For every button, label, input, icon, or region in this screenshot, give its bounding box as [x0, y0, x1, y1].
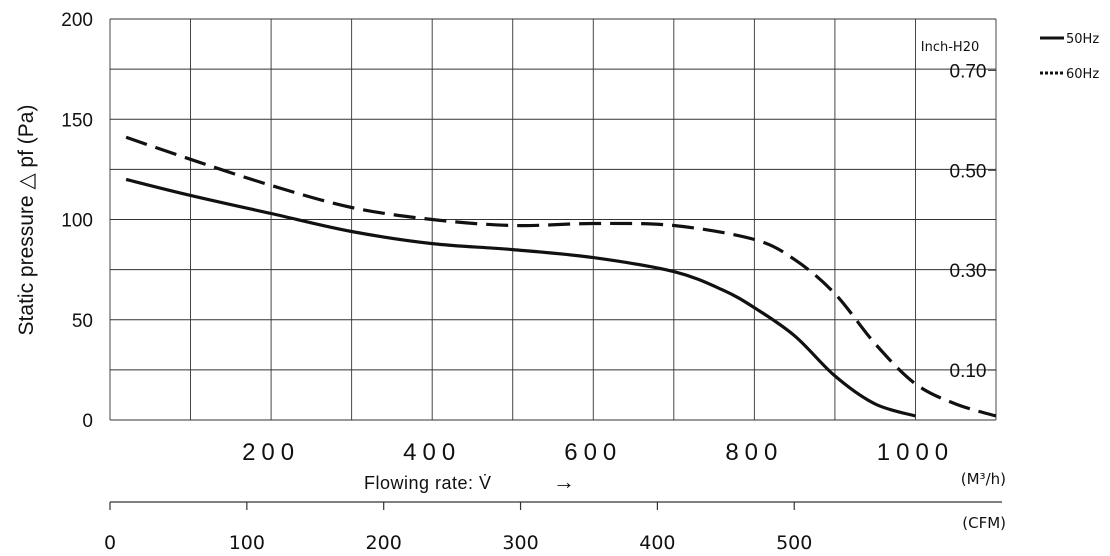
x-axis-label-group: Flowing rate: V̇ → [364, 469, 575, 494]
secondary-y-tick-label: 0.30 [950, 261, 987, 282]
legend: 50Hz 60Hz [1040, 32, 1099, 82]
curves [125, 135, 997, 418]
secondary-y-ticks: 0.10 0.30 0.50 0.70 [950, 61, 996, 382]
y-tick-label: 200 [61, 10, 93, 31]
x-tick-label: 600 [564, 439, 622, 466]
y-axis-ticks: 0 50 100 150 200 [61, 10, 93, 432]
secondary-y-tick-label: 0.70 [950, 61, 987, 82]
x-axis-unit: (M³/h) [961, 470, 1006, 488]
series-line-60hz [125, 135, 997, 418]
secondary-y-tick-label: 0.50 [950, 161, 987, 182]
y-tick-label: 150 [61, 110, 93, 131]
x-tick-label: 400 [403, 439, 461, 466]
secondary-x-tick-label: 200 [366, 532, 402, 554]
series-line-50hz [125, 177, 916, 418]
secondary-x-tick-label: 500 [776, 532, 812, 554]
x-tick-label: 1000 [877, 439, 954, 466]
y-axis-label: Static pressure △ pf (Pa) [15, 105, 38, 336]
legend-label-50hz: 50Hz [1066, 32, 1099, 47]
secondary-x-tick-label: 100 [229, 532, 265, 554]
y-tick-label: 50 [72, 311, 93, 332]
secondary-x-tick-label: 300 [502, 532, 538, 554]
x-tick-label: 200 [242, 439, 300, 466]
y-tick-label: 100 [61, 211, 93, 232]
secondary-x-tick-label: 0 [104, 532, 116, 554]
secondary-y-tick-label: 0.10 [950, 361, 987, 382]
grid [109, 18, 997, 421]
x-tick-label: 800 [725, 439, 783, 466]
legend-label-60hz: 60Hz [1066, 67, 1099, 82]
y-tick-label: 0 [82, 411, 93, 432]
x-axis-ticks: 200 400 600 800 1000 [242, 439, 954, 466]
secondary-y-axis-label: Inch-H20 [921, 40, 979, 55]
secondary-x-axis: 0 100 200 300 400 500 [104, 501, 1002, 554]
secondary-x-tick-label: 400 [639, 532, 675, 554]
x-axis-label: Flowing rate: V̇ [364, 473, 492, 493]
x-axis-arrow: → [553, 469, 575, 494]
secondary-x-axis-unit: (CFM) [962, 514, 1006, 532]
